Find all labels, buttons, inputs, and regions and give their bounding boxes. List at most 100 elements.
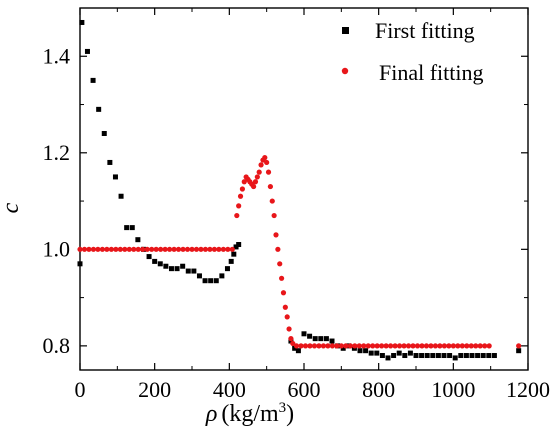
data-point — [311, 343, 318, 349]
data-point — [320, 343, 327, 349]
data-point — [302, 343, 309, 349]
data-point — [374, 350, 380, 356]
data-point — [90, 246, 97, 252]
data-point — [450, 343, 456, 349]
data-point — [428, 343, 434, 349]
data-point — [211, 246, 217, 252]
data-point — [207, 246, 213, 252]
data-point — [329, 338, 335, 344]
data-point — [256, 169, 262, 175]
data-point — [325, 343, 331, 349]
data-point — [437, 343, 443, 349]
data-point — [262, 155, 268, 161]
data-point — [277, 261, 283, 267]
data-point — [396, 343, 403, 349]
data-point — [224, 266, 230, 272]
y-axis-ticks: 0.8 1.0 1.2 1.4 — [43, 43, 528, 358]
data-point — [77, 246, 83, 252]
data-point — [191, 268, 197, 274]
x-tick-label: 800 — [362, 377, 395, 402]
data-point — [153, 246, 159, 252]
data-point — [124, 225, 130, 231]
data-point — [419, 343, 425, 349]
data-point — [90, 77, 96, 83]
data-point — [352, 343, 358, 349]
x-tick-label: 1200 — [506, 377, 550, 402]
legend-label-first-fitting: First fitting — [375, 18, 475, 43]
data-point — [146, 254, 152, 260]
data-point — [432, 343, 439, 349]
data-point — [356, 343, 362, 349]
data-point — [275, 246, 281, 252]
data-point — [329, 343, 335, 349]
data-point — [396, 350, 402, 356]
data-point — [463, 353, 469, 359]
data-point — [486, 343, 492, 349]
data-point — [301, 331, 307, 337]
x-tick-label: 400 — [213, 377, 246, 402]
data-point — [202, 246, 209, 252]
data-point — [267, 183, 273, 190]
data-point — [323, 336, 329, 342]
data-point — [196, 273, 202, 279]
data-point — [298, 343, 304, 349]
data-point — [107, 159, 113, 165]
data-point — [236, 242, 242, 248]
data-point — [338, 343, 344, 349]
x-tick-label: 0 — [75, 377, 86, 402]
data-point — [180, 263, 186, 269]
data-point — [347, 343, 353, 349]
data-point — [163, 263, 169, 269]
data-point — [216, 246, 222, 252]
data-point — [292, 345, 298, 351]
data-point — [198, 246, 204, 252]
data-point — [279, 275, 285, 281]
data-point — [334, 343, 340, 349]
data-point — [365, 343, 371, 349]
data-point — [391, 353, 397, 359]
data-point — [446, 343, 452, 349]
data-point — [126, 246, 132, 252]
data-point — [108, 246, 114, 252]
data-point — [180, 246, 186, 252]
data-point — [113, 246, 119, 252]
data-point — [388, 343, 394, 349]
legend-marker-first-fitting — [342, 27, 349, 34]
data-point — [282, 304, 288, 310]
data-point — [95, 246, 101, 252]
data-point — [135, 246, 141, 252]
data-point — [441, 343, 447, 349]
data-point — [254, 174, 260, 180]
data-point — [368, 350, 374, 356]
data-point — [401, 343, 407, 349]
data-point — [293, 343, 300, 349]
data-point — [229, 246, 235, 252]
data-point — [273, 232, 279, 238]
data-point — [193, 246, 200, 252]
data-point — [363, 348, 369, 354]
data-point — [129, 225, 135, 231]
data-point — [118, 193, 124, 199]
data-point — [482, 343, 488, 349]
data-point — [220, 246, 226, 252]
data-point — [174, 266, 180, 272]
data-point — [241, 179, 247, 185]
data-point — [185, 268, 191, 274]
data-point — [405, 343, 412, 349]
data-point — [131, 246, 137, 252]
data-point — [383, 343, 389, 349]
data-point — [135, 237, 141, 243]
data-point — [447, 353, 453, 359]
data-point — [140, 246, 146, 252]
data-point — [459, 343, 465, 349]
data-point — [480, 353, 486, 359]
data-point — [410, 343, 416, 349]
data-point — [286, 326, 292, 332]
data-point — [312, 336, 318, 342]
legend-label-final-fitting: Final fitting — [379, 60, 484, 85]
data-point — [81, 246, 88, 252]
data-point — [379, 343, 385, 349]
data-point — [84, 48, 90, 54]
y-tick-label: 1.4 — [43, 43, 71, 68]
x-tick-label: 1000 — [431, 377, 475, 402]
